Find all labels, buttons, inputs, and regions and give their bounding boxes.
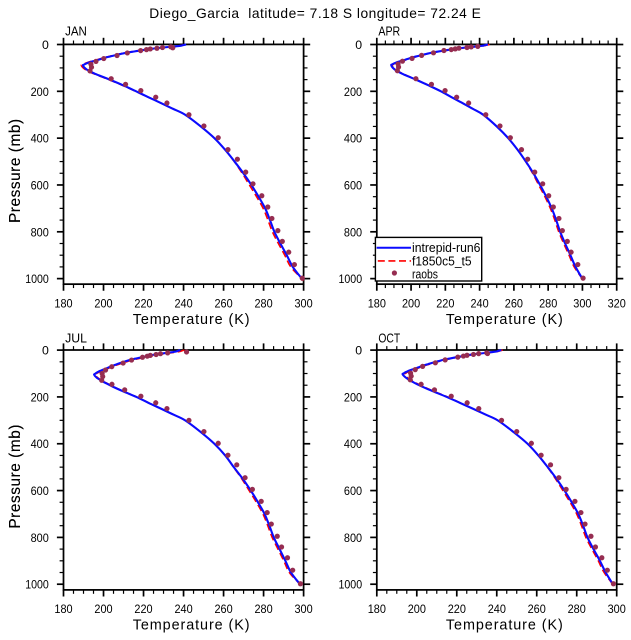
svg-text:Pressure (mb): Pressure (mb) (7, 118, 24, 223)
svg-text:Temperature (K): Temperature (K) (446, 312, 564, 328)
svg-text:APR: APR (378, 25, 400, 39)
svg-text:220: 220 (134, 296, 152, 310)
svg-text:0: 0 (355, 38, 362, 52)
svg-text:260: 260 (528, 602, 546, 616)
svg-text:800: 800 (31, 531, 49, 545)
svg-text:Temperature (K): Temperature (K) (133, 312, 251, 328)
svg-text:400: 400 (344, 132, 362, 146)
svg-text:220: 220 (134, 602, 152, 616)
svg-text:300: 300 (295, 296, 313, 310)
svg-text:800: 800 (31, 225, 49, 239)
svg-text:Pressure (mb): Pressure (mb) (7, 118, 24, 223)
svg-text:Temperature (K): Temperature (K) (446, 618, 564, 634)
svg-text:200: 200 (344, 390, 362, 404)
svg-text:260: 260 (215, 602, 233, 616)
svg-text:800: 800 (344, 225, 362, 239)
svg-text:200: 200 (94, 602, 112, 616)
svg-text:300: 300 (608, 602, 626, 616)
svg-text:400: 400 (344, 437, 362, 451)
svg-text:f1850c5_t5: f1850c5_t5 (412, 253, 472, 268)
svg-text:600: 600 (31, 484, 49, 498)
svg-text:200: 200 (402, 296, 420, 310)
svg-text:280: 280 (255, 296, 273, 310)
svg-text:1000: 1000 (25, 578, 49, 592)
svg-text:1000: 1000 (25, 272, 49, 286)
svg-text:OCT: OCT (378, 332, 400, 346)
svg-text:400: 400 (31, 132, 49, 146)
svg-text:180: 180 (368, 602, 386, 616)
svg-text:220: 220 (436, 296, 454, 310)
svg-text:200: 200 (31, 390, 49, 404)
svg-text:Pressure (mb): Pressure (mb) (7, 424, 24, 529)
svg-text:800: 800 (344, 531, 362, 545)
svg-text:300: 300 (295, 602, 313, 616)
svg-text:200: 200 (94, 296, 112, 310)
svg-text:320: 320 (608, 296, 626, 310)
svg-text:240: 240 (175, 602, 193, 616)
svg-text:0: 0 (42, 38, 49, 52)
svg-text:280: 280 (568, 602, 586, 616)
svg-text:400: 400 (31, 437, 49, 451)
svg-text:0: 0 (42, 344, 49, 358)
svg-text:600: 600 (344, 484, 362, 498)
svg-text:260: 260 (215, 296, 233, 310)
svg-text:JUL: JUL (65, 332, 87, 346)
svg-text:0: 0 (355, 344, 362, 358)
svg-text:1000: 1000 (339, 578, 363, 592)
svg-text:300: 300 (573, 296, 591, 310)
svg-text:Pressure (mb): Pressure (mb) (7, 424, 24, 529)
svg-text:280: 280 (255, 602, 273, 616)
svg-text:600: 600 (31, 179, 49, 193)
svg-text:200: 200 (31, 85, 49, 99)
svg-text:240: 240 (175, 296, 193, 310)
svg-text:Diego_Garcia latitude= 7.18 S: Diego_Garcia latitude= 7.18 S longitude=… (149, 6, 481, 21)
svg-text:220: 220 (448, 602, 466, 616)
svg-text:180: 180 (54, 602, 72, 616)
svg-text:200: 200 (408, 602, 426, 616)
svg-text:Temperature (K): Temperature (K) (133, 618, 251, 634)
svg-text:180: 180 (54, 296, 72, 310)
svg-text:260: 260 (505, 296, 523, 310)
svg-text:JAN: JAN (65, 25, 87, 39)
svg-text:180: 180 (368, 296, 386, 310)
svg-text:intrepid-run6: intrepid-run6 (412, 240, 480, 255)
svg-text:200: 200 (344, 85, 362, 99)
svg-text:240: 240 (488, 602, 506, 616)
svg-text:1000: 1000 (339, 272, 363, 286)
svg-text:600: 600 (344, 179, 362, 193)
svg-text:240: 240 (471, 296, 489, 310)
svg-text:280: 280 (539, 296, 557, 310)
svg-text:raobs: raobs (412, 266, 438, 281)
